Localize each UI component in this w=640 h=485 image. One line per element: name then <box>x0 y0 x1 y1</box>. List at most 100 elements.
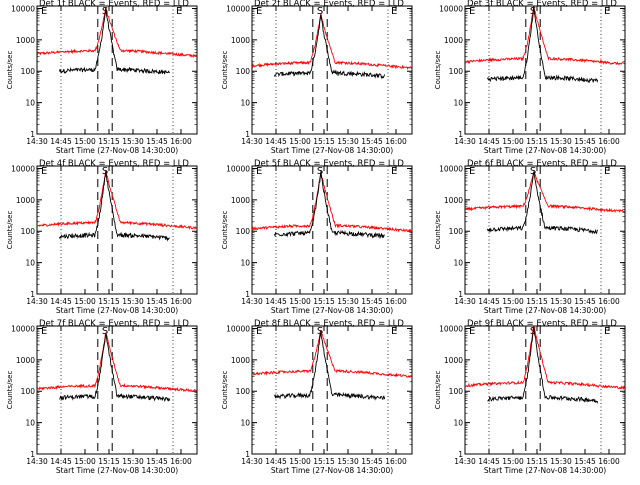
plot-frame <box>251 325 413 455</box>
x-tick-label: 15:15 <box>526 137 548 146</box>
plot-frame <box>464 325 626 455</box>
x-tick-label: 14:30 <box>241 137 263 146</box>
x-tick-label: 15:30 <box>122 457 144 466</box>
y-axis-label: Counts/sec <box>6 371 14 410</box>
panel-title: Det 1f BLACK = Events, RED = LLD <box>39 0 189 9</box>
end-marker-right: E <box>176 326 182 337</box>
x-tick-label: 15:15 <box>526 457 548 466</box>
y-tick-label: 10000 <box>11 4 35 13</box>
end-marker-left: E <box>469 326 475 337</box>
x-tick-label: 15:00 <box>74 137 96 146</box>
x-tick-label: 15:15 <box>313 457 335 466</box>
series-events <box>58 7 170 75</box>
y-tick-label: 10000 <box>439 164 463 173</box>
y-tick-label: 100 <box>236 387 251 396</box>
panel-title: Det 3f BLACK = Events, RED = LLD <box>467 0 617 9</box>
series-events <box>58 170 170 242</box>
x-tick-label: 14:45 <box>50 457 72 466</box>
y-tick-label: 1000 <box>444 196 463 205</box>
x-tick-label: 15:30 <box>550 297 572 306</box>
y-axis-label: Counts/sec <box>6 51 14 90</box>
panel-title: Det 5f BLACK = Events, RED = LLD <box>254 159 404 169</box>
y-tick-label: 100 <box>236 67 251 76</box>
x-axis-label: Start Time (27-Nov-08 14:30:00) <box>56 466 178 475</box>
end-marker-right: E <box>176 6 182 17</box>
y-tick-label: 1 <box>245 290 250 299</box>
y-axis-label: Counts/sec <box>221 51 229 90</box>
y-tick-label: 1 <box>245 130 250 139</box>
x-tick-label: 16:00 <box>170 297 192 306</box>
x-axis-label: Start Time (27-Nov-08 14:30:00) <box>271 306 393 315</box>
y-axis-label: Counts/sec <box>221 371 229 410</box>
x-tick-label: 14:30 <box>454 137 476 146</box>
y-tick-label: 1 <box>30 130 35 139</box>
x-axis-label: Start Time (27-Nov-08 14:30:00) <box>484 306 606 315</box>
start-marker: S <box>102 166 108 177</box>
x-tick-label: 15:45 <box>146 297 168 306</box>
x-tick-label: 15:45 <box>361 297 383 306</box>
y-tick-label: 1000 <box>231 36 250 45</box>
y-tick-label: 100 <box>236 227 251 236</box>
y-tick-label: 1 <box>458 290 463 299</box>
series-events <box>273 171 385 239</box>
y-tick-label: 100 <box>449 67 464 76</box>
end-marker-right: E <box>604 166 610 177</box>
x-tick-label: 16:00 <box>385 137 407 146</box>
y-tick-label: 10 <box>453 99 463 108</box>
y-axis-label: Counts/sec <box>434 211 442 250</box>
y-tick-label: 1 <box>458 130 463 139</box>
y-tick-label: 1000 <box>444 356 463 365</box>
x-tick-label: 15:15 <box>526 297 548 306</box>
end-marker-left: E <box>469 166 475 177</box>
y-tick-label: 100 <box>449 387 464 396</box>
x-axis-label: Start Time (27-Nov-08 14:30:00) <box>56 146 178 155</box>
x-tick-label: 15:45 <box>361 457 383 466</box>
panel-title: Det 2f BLACK = Events, RED = LLD <box>254 0 404 9</box>
plot-frame <box>464 5 626 135</box>
x-tick-label: 16:00 <box>385 297 407 306</box>
panel-title: Det 7f BLACK = Events, RED = LLD <box>39 319 189 329</box>
y-tick-label: 1000 <box>16 36 35 45</box>
end-marker-right: E <box>391 166 397 177</box>
x-axis-label: Start Time (27-Nov-08 14:30:00) <box>484 146 606 155</box>
y-tick-label: 1 <box>30 290 35 299</box>
x-tick-label: 16:00 <box>170 137 192 146</box>
y-tick-label: 1000 <box>231 356 250 365</box>
x-tick-label: 15:00 <box>502 137 524 146</box>
x-axis-label: Start Time (27-Nov-08 14:30:00) <box>271 466 393 475</box>
x-tick-label: 15:45 <box>574 457 596 466</box>
end-marker-right: E <box>391 6 397 17</box>
x-tick-label: 15:30 <box>337 457 359 466</box>
x-tick-label: 15:30 <box>337 297 359 306</box>
panel-title: Det 8f BLACK = Events, RED = LLD <box>254 319 404 329</box>
y-tick-label: 10 <box>25 419 35 428</box>
x-tick-label: 15:45 <box>361 137 383 146</box>
y-tick-label: 10 <box>25 259 35 268</box>
series-lld <box>37 7 197 59</box>
panel-title: Det 6f BLACK = Events, RED = LLD <box>467 159 617 169</box>
y-tick-label: 1000 <box>444 36 463 45</box>
end-marker-left: E <box>256 6 262 17</box>
y-tick-label: 10 <box>25 99 35 108</box>
series-lld <box>465 6 625 66</box>
x-tick-label: 15:30 <box>550 457 572 466</box>
end-marker-left: E <box>41 6 47 17</box>
x-tick-label: 14:45 <box>478 457 500 466</box>
x-tick-label: 15:15 <box>98 137 120 146</box>
x-tick-label: 15:15 <box>98 457 120 466</box>
x-tick-label: 14:45 <box>50 297 72 306</box>
y-tick-label: 10 <box>453 259 463 268</box>
x-tick-label: 16:00 <box>385 457 407 466</box>
y-tick-label: 10 <box>453 419 463 428</box>
y-tick-label: 1000 <box>16 196 35 205</box>
y-tick-label: 10000 <box>226 4 250 13</box>
end-marker-right: E <box>176 166 182 177</box>
y-tick-label: 1 <box>245 450 250 459</box>
